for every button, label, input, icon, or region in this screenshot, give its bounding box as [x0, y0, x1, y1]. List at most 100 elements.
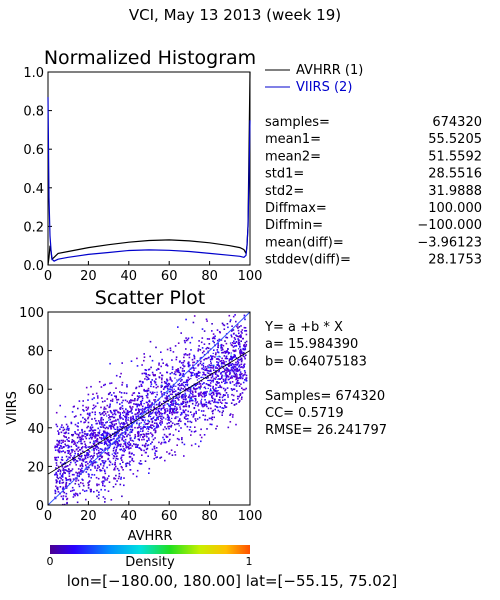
- scatter-point: [222, 394, 225, 396]
- scatter-point: [125, 446, 127, 449]
- scatter-point: [156, 393, 158, 396]
- stat-value: 55.5205: [428, 132, 482, 147]
- scatter-point: [102, 437, 104, 440]
- scatter-point: [139, 463, 141, 465]
- scatter-point: [189, 391, 192, 393]
- scatter-point: [87, 462, 89, 465]
- scatter-point: [174, 405, 176, 408]
- scatter-point: [119, 407, 121, 410]
- scatter-point: [169, 405, 171, 407]
- scatter-point: [104, 452, 106, 454]
- scatter-point: [79, 465, 82, 467]
- scatter-point: [245, 377, 248, 379]
- scatter-point: [128, 411, 130, 413]
- scatter-point: [103, 469, 106, 471]
- scatter-point: [104, 383, 106, 386]
- scatter-point: [198, 392, 200, 394]
- scatter-point: [73, 416, 76, 418]
- scatter-point: [166, 383, 168, 386]
- scatter-point: [96, 464, 99, 467]
- scatter-point: [85, 419, 87, 422]
- scatter-point: [108, 442, 110, 444]
- scatter-point: [211, 390, 213, 392]
- scatter-point: [64, 469, 66, 471]
- scatter-point: [146, 440, 148, 443]
- scatter-point: [242, 374, 245, 376]
- scatter-point: [153, 374, 155, 377]
- scatter-point: [86, 468, 89, 471]
- scatter-point: [155, 418, 158, 420]
- scatter-point: [159, 457, 161, 459]
- scatter-point: [55, 467, 57, 469]
- scatter-point: [103, 480, 105, 483]
- scatter-point: [212, 391, 215, 394]
- scatter-point: [230, 367, 233, 369]
- colorbar-max-label: 1: [246, 555, 253, 568]
- scatter-point: [169, 408, 172, 411]
- scatter-point: [116, 455, 118, 457]
- scatter-point: [177, 371, 180, 373]
- scatter-point: [187, 388, 189, 390]
- scatter-point: [73, 473, 75, 476]
- scatter-point: [75, 464, 77, 466]
- scatter-point: [187, 363, 190, 365]
- scatter-point: [100, 386, 103, 388]
- scatter-point: [134, 398, 136, 400]
- scatter-point: [91, 449, 93, 451]
- scatter-point: [231, 416, 234, 418]
- scatter-point: [56, 444, 59, 447]
- scatter-point: [166, 371, 168, 374]
- scatter-point: [97, 431, 99, 434]
- scatter-point: [120, 396, 123, 398]
- scatter-point: [195, 399, 197, 401]
- scatter-point: [168, 416, 170, 419]
- scatter-point: [77, 407, 79, 410]
- scatter-point: [231, 329, 233, 331]
- scatter-point: [77, 425, 79, 428]
- scatter-point: [100, 426, 102, 428]
- scatter-point: [105, 442, 107, 444]
- scatter-point: [109, 443, 112, 445]
- scatter-point: [209, 366, 212, 369]
- scatter-point: [241, 351, 243, 353]
- scatter-point: [168, 383, 171, 385]
- scatter-point: [55, 479, 57, 481]
- scatter-point: [145, 412, 148, 414]
- scatter-point: [187, 420, 189, 423]
- scatter-x-tick-label: 20: [80, 509, 97, 524]
- scatter-point: [109, 436, 112, 439]
- scatter-point: [181, 370, 184, 372]
- scatter-point: [239, 400, 241, 402]
- scatter-point: [179, 414, 182, 416]
- scatter-point: [169, 438, 171, 441]
- scatter-point: [186, 414, 188, 416]
- scatter-point: [234, 365, 236, 368]
- scatter-point: [102, 476, 104, 478]
- scatter-point: [112, 447, 115, 450]
- scatter-point: [70, 455, 72, 457]
- scatter-point: [157, 410, 160, 412]
- scatter-point: [162, 428, 165, 431]
- scatter-point: [188, 429, 191, 431]
- scatter-point: [223, 355, 226, 357]
- scatter-point: [204, 357, 207, 360]
- scatter-point: [136, 431, 139, 433]
- scatter-point: [129, 455, 131, 458]
- scatter-point: [138, 414, 140, 416]
- scatter-point: [106, 440, 108, 442]
- scatter-point: [161, 381, 163, 384]
- scatter-point: [141, 381, 144, 383]
- scatter-point: [96, 395, 99, 397]
- scatter-point: [133, 418, 135, 421]
- scatter-point: [144, 425, 146, 427]
- scatter-point: [237, 361, 240, 364]
- scatter-point: [77, 483, 80, 486]
- scatter-point: [57, 450, 60, 453]
- scatter-point: [208, 356, 210, 359]
- stat-label: Diffmax=: [265, 201, 327, 216]
- scatter-point: [234, 338, 237, 341]
- scatter-point: [132, 419, 134, 421]
- scatter-point: [64, 440, 66, 442]
- scatter-point: [151, 427, 153, 429]
- scatter-point: [88, 450, 90, 452]
